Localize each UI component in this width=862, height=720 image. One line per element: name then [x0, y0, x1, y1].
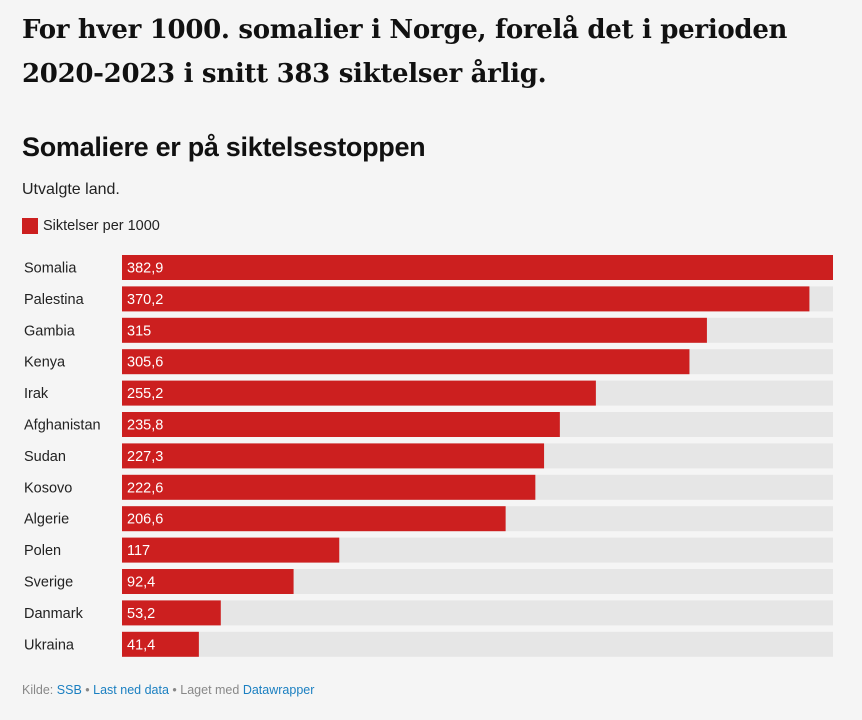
datawrapper-link[interactable]: Datawrapper [242, 683, 315, 697]
bar [122, 255, 833, 280]
bar-row-irak: Irak 255,2 [24, 380, 833, 406]
bar-row-sudan: Sudan 227,3 [24, 443, 833, 469]
bar [122, 380, 596, 406]
bar [122, 537, 340, 563]
bar [122, 443, 545, 469]
footer: Kilde: SSB • Last ned data • Laget med D… [22, 683, 314, 697]
legend-label: Siktelser per 1000 [43, 218, 160, 234]
bar [122, 474, 536, 500]
bar-row-ukraina: Ukraina 41,4 [24, 631, 833, 657]
bar-row-gambia: Gambia 315 [24, 317, 833, 343]
category-label: Somalia [24, 261, 77, 277]
value-label: 235,8 [127, 418, 163, 434]
bar-row-kenya: Kenya 305,6 [24, 349, 833, 375]
bar-row-kosovo: Kosovo 222,6 [24, 474, 833, 500]
bar [122, 286, 810, 312]
bar-track [122, 600, 833, 626]
bar [122, 317, 707, 343]
bar [122, 349, 690, 375]
legend-swatch [22, 218, 38, 234]
footer-separator: • [85, 683, 90, 697]
bar-row-afghanistan: Afghanistan 235,8 [24, 412, 833, 437]
bar [122, 412, 560, 437]
source-prefix: Kilde: [22, 683, 54, 697]
category-label: Danmark [24, 606, 84, 622]
category-label: Sverige [24, 575, 73, 591]
value-label: 370,2 [127, 292, 163, 308]
bar [122, 569, 294, 594]
category-label: Kenya [24, 355, 66, 371]
source-link[interactable]: SSB [56, 683, 82, 697]
bar [122, 506, 506, 532]
value-label: 206,6 [127, 512, 163, 528]
value-label: 255,2 [127, 386, 163, 402]
bar [122, 600, 221, 626]
category-label: Polen [24, 543, 61, 559]
value-label: 53,2 [127, 606, 155, 622]
bar-row-palestina: Palestina 370,2 [24, 286, 833, 312]
chart-title: Somaliere er på siktelsestoppen [22, 132, 426, 162]
headline-line-1: For hver 1000. somalier i Norge, forelå … [22, 15, 788, 45]
bar-row-danmark: Danmark 53,2 [24, 600, 833, 626]
made-with-text: Laget med [180, 683, 240, 697]
value-label: 315 [127, 323, 151, 339]
bar-row-algerie: Algerie 206,6 [24, 506, 833, 532]
value-label: 227,3 [127, 449, 163, 465]
footer-separator: • [172, 683, 177, 697]
category-label: Irak [24, 386, 49, 402]
bar [122, 631, 199, 657]
headline-line-2: 2020-2023 i snitt 383 siktelser årlig. [22, 59, 547, 89]
legend: Siktelser per 1000 [22, 218, 160, 234]
value-label: 92,4 [127, 575, 155, 591]
category-label: Algerie [24, 512, 69, 528]
download-data-link[interactable]: Last ned data [93, 683, 169, 697]
bar-row-polen: Polen 117 [24, 537, 833, 563]
value-label: 382,9 [127, 261, 163, 277]
category-label: Palestina [24, 292, 85, 308]
value-label: 305,6 [127, 355, 163, 371]
category-label: Sudan [24, 449, 66, 465]
bar-row-sverige: Sverige 92,4 [24, 569, 833, 594]
category-label: Afghanistan [24, 418, 101, 434]
headline: For hver 1000. somalier i Norge, forelå … [22, 8, 842, 96]
bar-row-somalia: Somalia 382,9 [24, 255, 833, 280]
value-label: 117 [127, 543, 150, 559]
chart-subtitle: Utvalgte land. [22, 181, 120, 198]
category-label: Ukraina [24, 637, 75, 653]
value-label: 41,4 [127, 637, 155, 653]
category-label: Kosovo [24, 480, 72, 496]
bar-track [122, 631, 833, 657]
value-label: 222,6 [127, 480, 163, 496]
category-label: Gambia [24, 323, 76, 339]
